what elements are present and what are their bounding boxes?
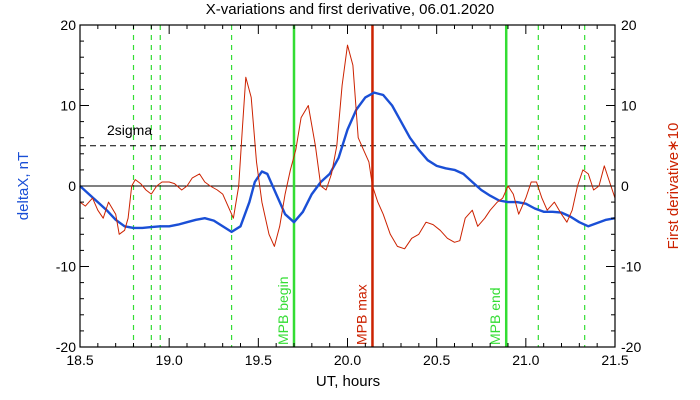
y-axis-label-right: First derivative∗10 [665, 123, 682, 250]
chart-title: X-variations and first derivative, 06.01… [206, 1, 495, 18]
y-tick-label-right: 20 [621, 17, 637, 33]
marker-label-mpb-end: MPB end [487, 287, 503, 345]
y-tick-label-left: 0 [68, 178, 76, 194]
x-tick-label: 20.5 [423, 352, 450, 368]
x-tick-label: 19.5 [245, 352, 272, 368]
y-tick-label-right: -10 [621, 259, 641, 275]
y-tick-label-left: 20 [60, 17, 76, 33]
marker-label-mpb-max: MPB max [353, 284, 369, 345]
y-tick-label-right: 10 [621, 98, 637, 114]
marker-label-mpb-begin: MPB begin [275, 277, 291, 345]
y-tick-label-left: -20 [56, 339, 76, 355]
derivative-series-line [79, 44, 616, 250]
deltax-series-line [79, 91, 616, 234]
x-tick-label: 20.0 [334, 352, 361, 368]
y-tick-label-right: 0 [621, 178, 629, 194]
x-tick-label: 18.5 [66, 352, 93, 368]
x-tick-label: 21.0 [512, 352, 539, 368]
x-axis-label: UT, hours [316, 373, 380, 390]
y-tick-label-left: 10 [60, 98, 76, 114]
y-tick-label-right: -20 [621, 339, 641, 355]
y-tick-label-left: -10 [56, 259, 76, 275]
y-axis-label-left: deltaX, nT [15, 152, 32, 220]
threshold-label: 2sigma [107, 122, 152, 138]
x-tick-label: 21.5 [601, 352, 628, 368]
x-tick-label: 19.0 [156, 352, 183, 368]
